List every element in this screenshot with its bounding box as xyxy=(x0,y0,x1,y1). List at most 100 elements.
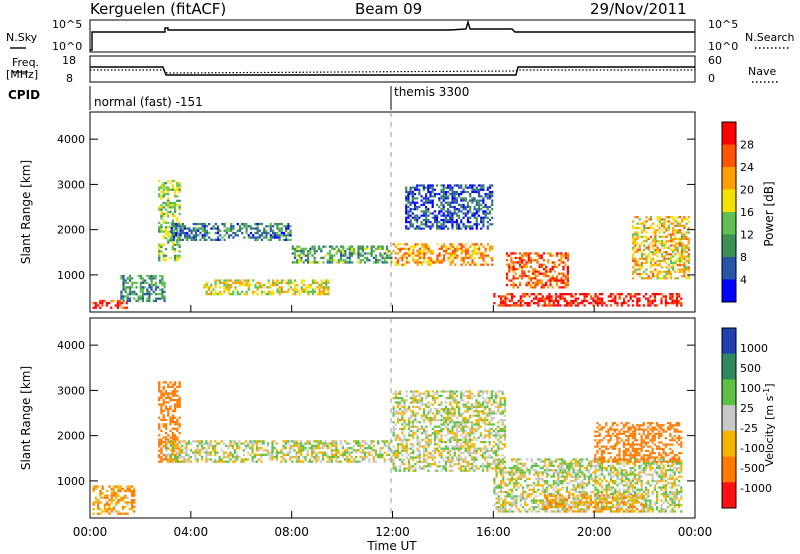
power-cell xyxy=(623,302,626,305)
power-cell xyxy=(453,190,456,194)
power-cell xyxy=(477,203,481,206)
power-cell xyxy=(541,304,544,307)
velocity-cell xyxy=(433,414,437,417)
power-cell xyxy=(162,182,165,185)
power-cell xyxy=(348,250,351,253)
power-cell xyxy=(658,227,661,230)
velocity-cell xyxy=(300,440,303,443)
power-cell xyxy=(438,193,441,196)
velocity-cell xyxy=(503,401,506,404)
velocity-cell xyxy=(341,453,344,456)
power-cell xyxy=(445,247,448,250)
velocity-cell xyxy=(484,427,487,430)
velocity-cell xyxy=(167,394,170,397)
power-cell xyxy=(536,259,539,262)
velocity-cell xyxy=(524,508,527,511)
power-cell xyxy=(674,231,677,234)
power-cell xyxy=(462,261,465,264)
power-cell xyxy=(473,208,476,211)
velocity-cell xyxy=(282,453,285,456)
power-cell xyxy=(545,274,548,278)
power-cell xyxy=(172,225,176,228)
velocity-cell xyxy=(462,432,465,435)
velocity-cell xyxy=(433,452,437,455)
velocity-cell xyxy=(519,475,522,478)
power-cell xyxy=(537,293,540,296)
power-cell xyxy=(241,227,244,230)
power-cell xyxy=(427,190,430,194)
velocity-cell xyxy=(466,397,469,400)
velocity-cell xyxy=(444,410,448,413)
power-cell xyxy=(407,216,410,219)
power-cell xyxy=(566,252,569,255)
power-cell xyxy=(256,293,259,296)
velocity-cell xyxy=(333,453,336,456)
power-cell xyxy=(548,304,551,307)
velocity-cell xyxy=(464,443,467,446)
velocity-cell xyxy=(328,442,331,445)
power-cell xyxy=(486,263,489,266)
velocity-cell xyxy=(425,432,428,435)
velocity-cell xyxy=(497,405,500,408)
velocity-cell xyxy=(481,454,485,457)
power-cell xyxy=(669,270,673,273)
velocity-cell xyxy=(315,453,318,456)
power-cell xyxy=(510,252,513,255)
power-cell xyxy=(160,217,163,220)
velocity-cell xyxy=(194,453,197,456)
velocity-cell xyxy=(189,456,193,459)
power-cell xyxy=(313,250,316,253)
power-cell xyxy=(488,223,492,226)
power-cell xyxy=(416,205,419,209)
power-cell xyxy=(566,270,569,273)
power-cell xyxy=(274,236,277,239)
power-cell xyxy=(150,283,153,287)
power-cell xyxy=(555,254,559,257)
velocity-cell xyxy=(269,456,272,459)
power-cell xyxy=(128,279,132,282)
power-cell xyxy=(645,297,648,300)
velocity-cell xyxy=(504,467,507,470)
power-cell xyxy=(164,232,168,235)
power-cell xyxy=(124,286,127,289)
velocity-cell xyxy=(524,499,527,502)
velocity-cell xyxy=(488,436,491,439)
velocity-cell xyxy=(537,503,540,507)
power-cell xyxy=(162,215,165,218)
velocity-cell xyxy=(473,445,476,448)
power-cell xyxy=(685,231,688,234)
velocity-cell xyxy=(462,419,465,422)
velocity-cell xyxy=(473,394,476,397)
power-cell xyxy=(313,252,316,255)
power-cell xyxy=(160,197,163,200)
power-cell xyxy=(642,295,645,298)
power-cell xyxy=(475,208,478,211)
velocity-cell xyxy=(302,449,305,452)
power-cell xyxy=(663,277,666,280)
power-cell xyxy=(590,295,593,298)
power-cell xyxy=(436,259,439,262)
power-cell xyxy=(453,252,457,255)
power-cell xyxy=(499,304,503,307)
velocity-cell xyxy=(464,434,467,437)
velocity-cell xyxy=(160,449,163,452)
velocity-cell xyxy=(174,460,177,463)
nsearch-tick-bottom: 10^0 xyxy=(708,40,738,53)
velocity-cell xyxy=(438,403,441,406)
power-cell xyxy=(491,203,494,206)
power-cell xyxy=(676,259,679,262)
power-cell xyxy=(480,221,483,224)
power-cell xyxy=(167,179,170,183)
velocity-cell xyxy=(515,469,518,472)
velocity-cell xyxy=(499,469,503,472)
power-cell xyxy=(423,245,426,248)
power-cell xyxy=(176,228,179,231)
velocity-cell xyxy=(423,454,426,457)
velocity-cell xyxy=(383,458,386,461)
power-cell xyxy=(482,186,485,189)
power-cell xyxy=(525,261,528,264)
power-cell xyxy=(512,283,515,287)
power-cell xyxy=(150,279,153,282)
velocity-cell xyxy=(196,440,199,443)
power-cell xyxy=(218,290,222,293)
